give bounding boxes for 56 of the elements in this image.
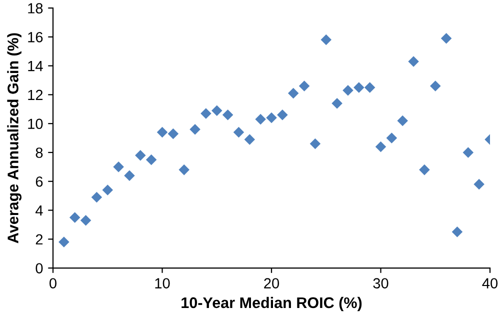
- y-tick-label: 18: [28, 3, 43, 14]
- y-tick-label: 12: [28, 90, 43, 100]
- y-tick-label: 16: [28, 32, 43, 42]
- point: [375, 141, 386, 152]
- point: [462, 147, 474, 158]
- y-tick-label: 6: [36, 176, 43, 187]
- point: [474, 178, 484, 190]
- y-tick-label: 8: [36, 148, 43, 158]
- point: [91, 192, 102, 203]
- y-tick-label: 14: [28, 61, 43, 72]
- point: [200, 108, 212, 119]
- x-tick-label: 20: [264, 278, 280, 288]
- point: [419, 164, 430, 176]
- point: [113, 162, 124, 172]
- y-tick-label: 2: [36, 234, 43, 244]
- point: [298, 80, 310, 92]
- point: [364, 82, 376, 93]
- point: [58, 236, 70, 248]
- point: [244, 134, 256, 145]
- point: [102, 184, 114, 196]
- point: [452, 226, 463, 238]
- point: [266, 112, 277, 124]
- point: [320, 34, 332, 46]
- point: [69, 212, 80, 223]
- point: [190, 124, 200, 135]
- y-tick-label: 10: [28, 118, 43, 130]
- point: [255, 114, 266, 125]
- point: [277, 110, 288, 120]
- point: [178, 164, 190, 176]
- point: [168, 128, 179, 140]
- point: [440, 32, 452, 44]
- x-axis-title: 10-Year Median ROIC (%): [182, 296, 362, 312]
- point: [80, 214, 92, 226]
- y-tick-label: 0: [36, 263, 43, 274]
- point: [342, 84, 354, 96]
- x-tick-label: 10: [155, 278, 170, 288]
- point: [397, 115, 408, 126]
- x-tick-label: 30: [373, 278, 388, 288]
- point: [408, 56, 419, 67]
- y-axis-title: Average Annualized Gain (%): [7, 33, 22, 244]
- x-tick-label: 40: [482, 278, 498, 288]
- point: [135, 150, 146, 161]
- point: [354, 82, 364, 93]
- point: [124, 170, 135, 181]
- y-tick-label: 4: [36, 206, 43, 216]
- x-tick-label: 0: [50, 278, 56, 288]
- point: [233, 126, 244, 138]
- point: [211, 105, 222, 116]
- point: [156, 126, 168, 138]
- point: [310, 138, 321, 150]
- point: [386, 132, 398, 144]
- point: [146, 154, 157, 166]
- point: [222, 110, 234, 120]
- point: [332, 98, 342, 109]
- point: [430, 80, 441, 92]
- point: [288, 88, 299, 99]
